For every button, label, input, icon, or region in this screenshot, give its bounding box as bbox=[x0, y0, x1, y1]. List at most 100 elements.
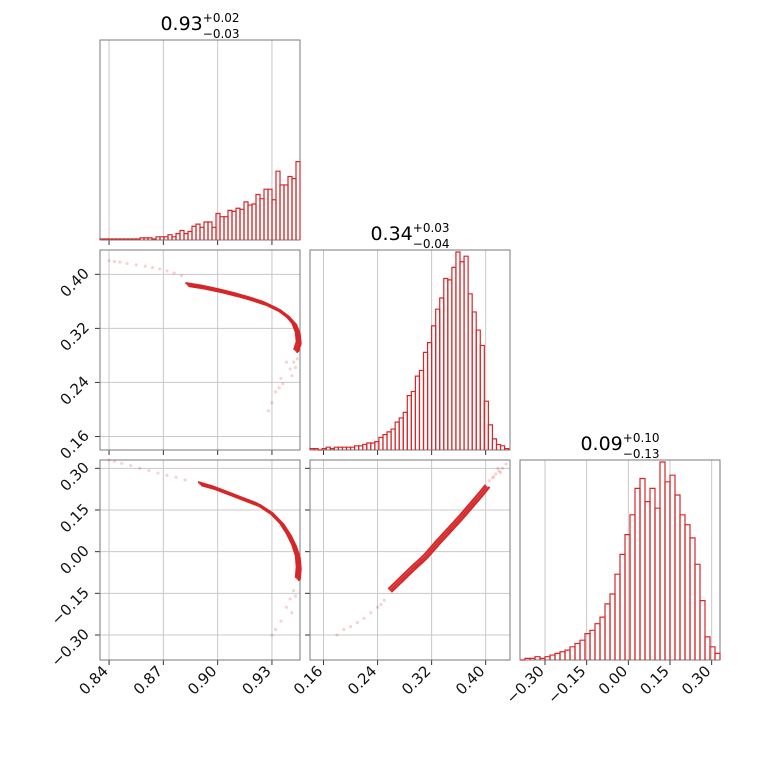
scatter-point bbox=[290, 374, 294, 378]
histogram-bin bbox=[414, 375, 421, 450]
scatter-panel-0-1: 0.16 0.24 0.32 0.40 bbox=[56, 249, 302, 463]
title-lower-error: −0.03 bbox=[203, 27, 240, 41]
scatter-point bbox=[118, 260, 122, 264]
scatter-point bbox=[270, 633, 274, 637]
scatter-point bbox=[273, 390, 278, 394]
x-tick-label: 0.15 bbox=[636, 662, 672, 698]
scatter-panel-1-2: 0.16 0.24 0.32 0.40 bbox=[290, 459, 511, 698]
scatter-panel-0-2: 0.84 0.87 0.90 0.93 −0.30−0.15 0.00 0.15 0.30 bbox=[48, 458, 302, 698]
histogram-bin bbox=[370, 442, 376, 450]
title-lower-error: −0.04 bbox=[413, 237, 450, 251]
title-upper-error: +0.10 bbox=[623, 431, 660, 445]
panel-title: 0.93+0.02 bbox=[160, 11, 239, 35]
histogram-bin bbox=[479, 344, 485, 450]
scatter-point bbox=[112, 259, 117, 264]
histogram-bin bbox=[471, 311, 477, 450]
scatter-point bbox=[165, 269, 169, 273]
histogram-bin bbox=[422, 351, 429, 450]
y-tick-label: 0.16 bbox=[56, 427, 92, 463]
histogram-bin bbox=[394, 421, 400, 450]
contour-line bbox=[389, 485, 488, 592]
scatter-point bbox=[281, 382, 285, 386]
histogram-bin bbox=[491, 438, 498, 450]
panel-frame bbox=[99, 39, 301, 241]
histogram-bin bbox=[604, 603, 611, 660]
histogram-bin bbox=[619, 553, 626, 660]
y-tick-label: 0.24 bbox=[56, 373, 92, 409]
scatter-point bbox=[165, 473, 169, 477]
x-tick-label: 0.87 bbox=[130, 662, 166, 698]
histogram-bin bbox=[599, 616, 606, 660]
scatter-point bbox=[382, 598, 386, 602]
histogram-bin bbox=[426, 342, 433, 450]
histogram-bin bbox=[669, 474, 676, 660]
scatter-point bbox=[500, 466, 505, 470]
y-tick-label: −0.15 bbox=[48, 583, 93, 628]
contour-line bbox=[197, 481, 298, 579]
histogram-bin bbox=[362, 443, 368, 450]
contour-line bbox=[200, 484, 301, 582]
scatter-point bbox=[284, 360, 289, 364]
histogram-bin bbox=[649, 487, 656, 660]
histogram-bin bbox=[629, 514, 636, 660]
histogram-bin bbox=[483, 400, 489, 450]
histogram-bin bbox=[704, 636, 711, 660]
y-tick-label: 0.30 bbox=[56, 458, 92, 494]
histogram-panel-0: 0.93+0.02−0.03 bbox=[99, 11, 301, 245]
histogram-bin bbox=[639, 477, 646, 660]
histogram-bin bbox=[714, 652, 721, 660]
scatter-point bbox=[355, 620, 359, 625]
histogram-x-tick-labels: −0.30−0.15 0.00 0.15 0.30 bbox=[503, 662, 715, 707]
histogram-bin bbox=[463, 255, 469, 450]
histogram-bin bbox=[559, 651, 566, 660]
scatter-point bbox=[288, 597, 292, 601]
histogram-bin bbox=[353, 445, 360, 450]
histogram-bin bbox=[609, 593, 616, 660]
histogram-bin bbox=[709, 646, 716, 660]
scatter-point bbox=[279, 376, 283, 380]
contour-line bbox=[199, 482, 300, 580]
x-tick-label: 0.16 bbox=[290, 662, 326, 698]
histogram-bin bbox=[624, 534, 631, 660]
scatter-point bbox=[290, 611, 294, 615]
histogram-bin bbox=[634, 487, 641, 660]
scatter-point bbox=[497, 469, 501, 473]
panel-title: 0.34+0.03 bbox=[370, 221, 449, 245]
scatter-point bbox=[335, 633, 339, 637]
histogram-bin bbox=[402, 411, 408, 450]
histogram-bin bbox=[503, 448, 510, 450]
scatter-point bbox=[498, 470, 503, 475]
title-upper-error: +0.02 bbox=[203, 11, 240, 25]
histogram-bin bbox=[435, 308, 441, 450]
histogram-bin bbox=[451, 266, 457, 450]
histogram-bin bbox=[495, 443, 502, 450]
scatter-point bbox=[375, 605, 380, 609]
scatter-point bbox=[284, 605, 289, 609]
histogram-bin bbox=[487, 424, 494, 450]
histogram-panel-2: 0.09+0.10−0.13 bbox=[519, 431, 721, 665]
histogram-bin bbox=[439, 297, 445, 450]
histogram-bin bbox=[431, 325, 437, 450]
scatter-point bbox=[369, 611, 373, 615]
histogram-bin bbox=[589, 629, 596, 660]
scatter-point bbox=[150, 265, 155, 270]
histogram-bin bbox=[386, 431, 392, 450]
scatter-point bbox=[292, 360, 296, 364]
panel-frame bbox=[99, 459, 301, 661]
scatter-point bbox=[494, 472, 498, 476]
histogram-bin bbox=[564, 649, 571, 660]
histogram-bin bbox=[390, 428, 396, 450]
histogram-bin bbox=[447, 279, 453, 450]
histogram-bin bbox=[594, 623, 601, 660]
histogram-bin bbox=[366, 442, 372, 450]
scatter-point bbox=[279, 619, 283, 623]
scatter-point bbox=[179, 274, 184, 278]
title-value: 0.93 bbox=[160, 13, 202, 35]
y-tick-label: 0.32 bbox=[56, 318, 92, 354]
scatter-point bbox=[158, 267, 162, 271]
title-lower-error: −0.13 bbox=[623, 447, 660, 461]
histogram-bin bbox=[382, 434, 388, 450]
scatter-point bbox=[273, 627, 278, 632]
histogram-bin bbox=[406, 395, 412, 450]
